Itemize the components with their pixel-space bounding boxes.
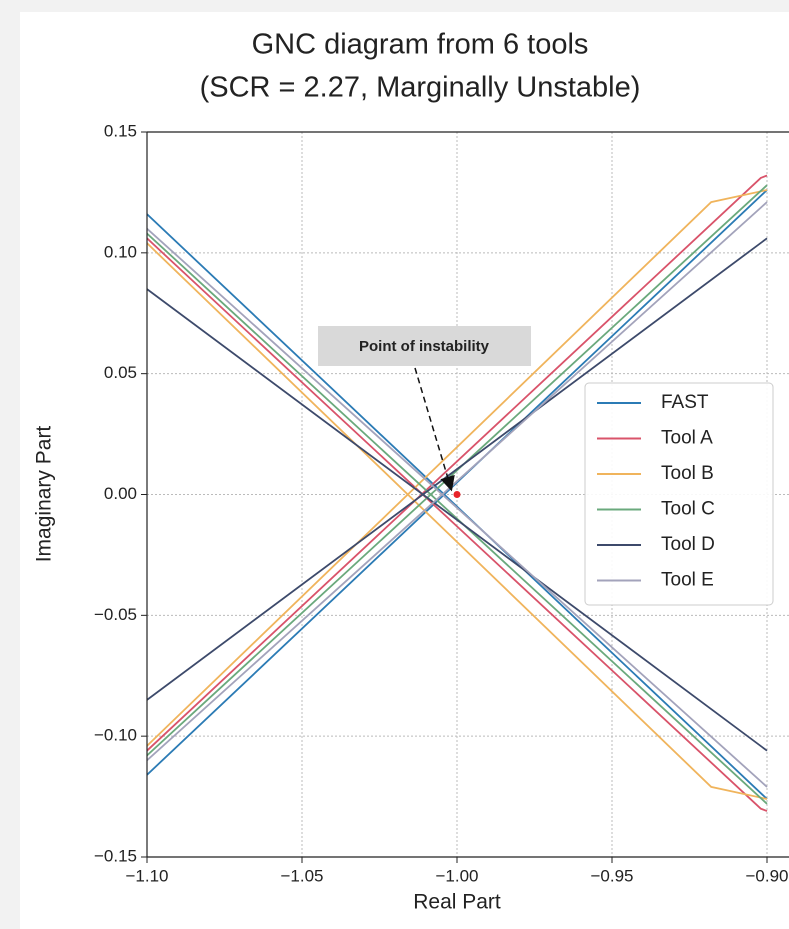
- x-tick-label: −0.90: [745, 866, 788, 885]
- x-tick-label: −1.10: [125, 866, 168, 885]
- y-axis-label: Imaginary Part: [33, 426, 56, 563]
- series-line: [147, 174, 768, 812]
- legend-label: Tool A: [661, 428, 713, 449]
- y-tick-label: 0.10: [104, 242, 137, 261]
- y-tick-label: 0.05: [104, 363, 137, 382]
- y-tick-label: 0.00: [104, 484, 137, 503]
- y-tick-label: −0.10: [94, 726, 137, 745]
- y-tick-label: 0.15: [104, 121, 137, 140]
- series-line: [147, 237, 768, 752]
- legend-label: Tool E: [661, 570, 714, 591]
- x-axis-label: Real Part: [413, 891, 501, 914]
- x-tick-label: −1.05: [280, 866, 323, 885]
- annotation-arrow: [414, 367, 455, 492]
- legend-label: FAST: [661, 392, 709, 413]
- series-line: [147, 189, 768, 800]
- legend-label: Tool B: [661, 463, 714, 484]
- x-tick-label: −1.00: [435, 866, 478, 885]
- series-line: [147, 201, 768, 788]
- series-line: [147, 184, 768, 805]
- instability-point: [453, 491, 461, 498]
- y-tick-label: −0.15: [94, 846, 137, 865]
- annotation-text: Point of instability: [359, 338, 490, 355]
- y-tick-label: −0.05: [94, 605, 137, 624]
- legend-label: Tool C: [661, 499, 715, 520]
- annotation-box: [318, 326, 531, 366]
- legend-label: Tool D: [661, 534, 715, 555]
- chart-title: GNC diagram from 6 tools: [252, 29, 589, 61]
- chart-title: (SCR = 2.27, Marginally Unstable): [200, 72, 641, 104]
- x-tick-label: −0.95: [590, 866, 633, 885]
